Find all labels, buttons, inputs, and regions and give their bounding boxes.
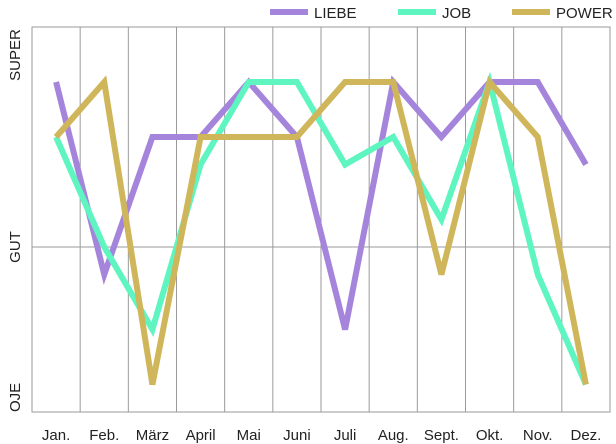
legend-label: JOB xyxy=(442,5,471,22)
y-tick-label: OJE xyxy=(7,383,24,412)
legend-item-job: JOB xyxy=(398,5,471,22)
x-tick-label: Sept. xyxy=(424,427,459,444)
legend-item-liebe: LIEBE xyxy=(270,5,357,22)
y-axis-tick-labels: OJE GUT SUPER xyxy=(7,29,24,412)
y-tick-label: SUPER xyxy=(7,29,24,81)
x-tick-label: Juni xyxy=(283,427,311,444)
x-tick-label: Dez. xyxy=(570,427,601,444)
x-axis-tick-labels: Jan. Feb. März April Mai Juni Juli Aug. Sept. Okt… xyxy=(42,427,601,444)
chart-legend: LIEBE JOB POWER xyxy=(270,5,613,22)
x-tick-label: Mai xyxy=(237,427,261,444)
x-tick-label: Feb. xyxy=(89,427,119,444)
x-tick-label: April xyxy=(186,427,216,444)
x-tick-label: Aug. xyxy=(378,427,409,444)
series-line-power xyxy=(53,75,589,386)
x-tick-label: Okt. xyxy=(476,427,504,444)
legend-item-power: POWER xyxy=(512,5,613,22)
y-tick-label: GUT xyxy=(7,231,24,263)
x-tick-label: Nov. xyxy=(523,427,553,444)
x-tick-label: März xyxy=(136,427,169,444)
legend-label: POWER xyxy=(556,5,613,22)
chart-series xyxy=(53,71,589,386)
series-line-liebe xyxy=(53,75,589,331)
legend-label: LIEBE xyxy=(314,5,357,22)
x-tick-label: Jan. xyxy=(42,427,70,444)
x-tick-label: Juli xyxy=(334,427,357,444)
